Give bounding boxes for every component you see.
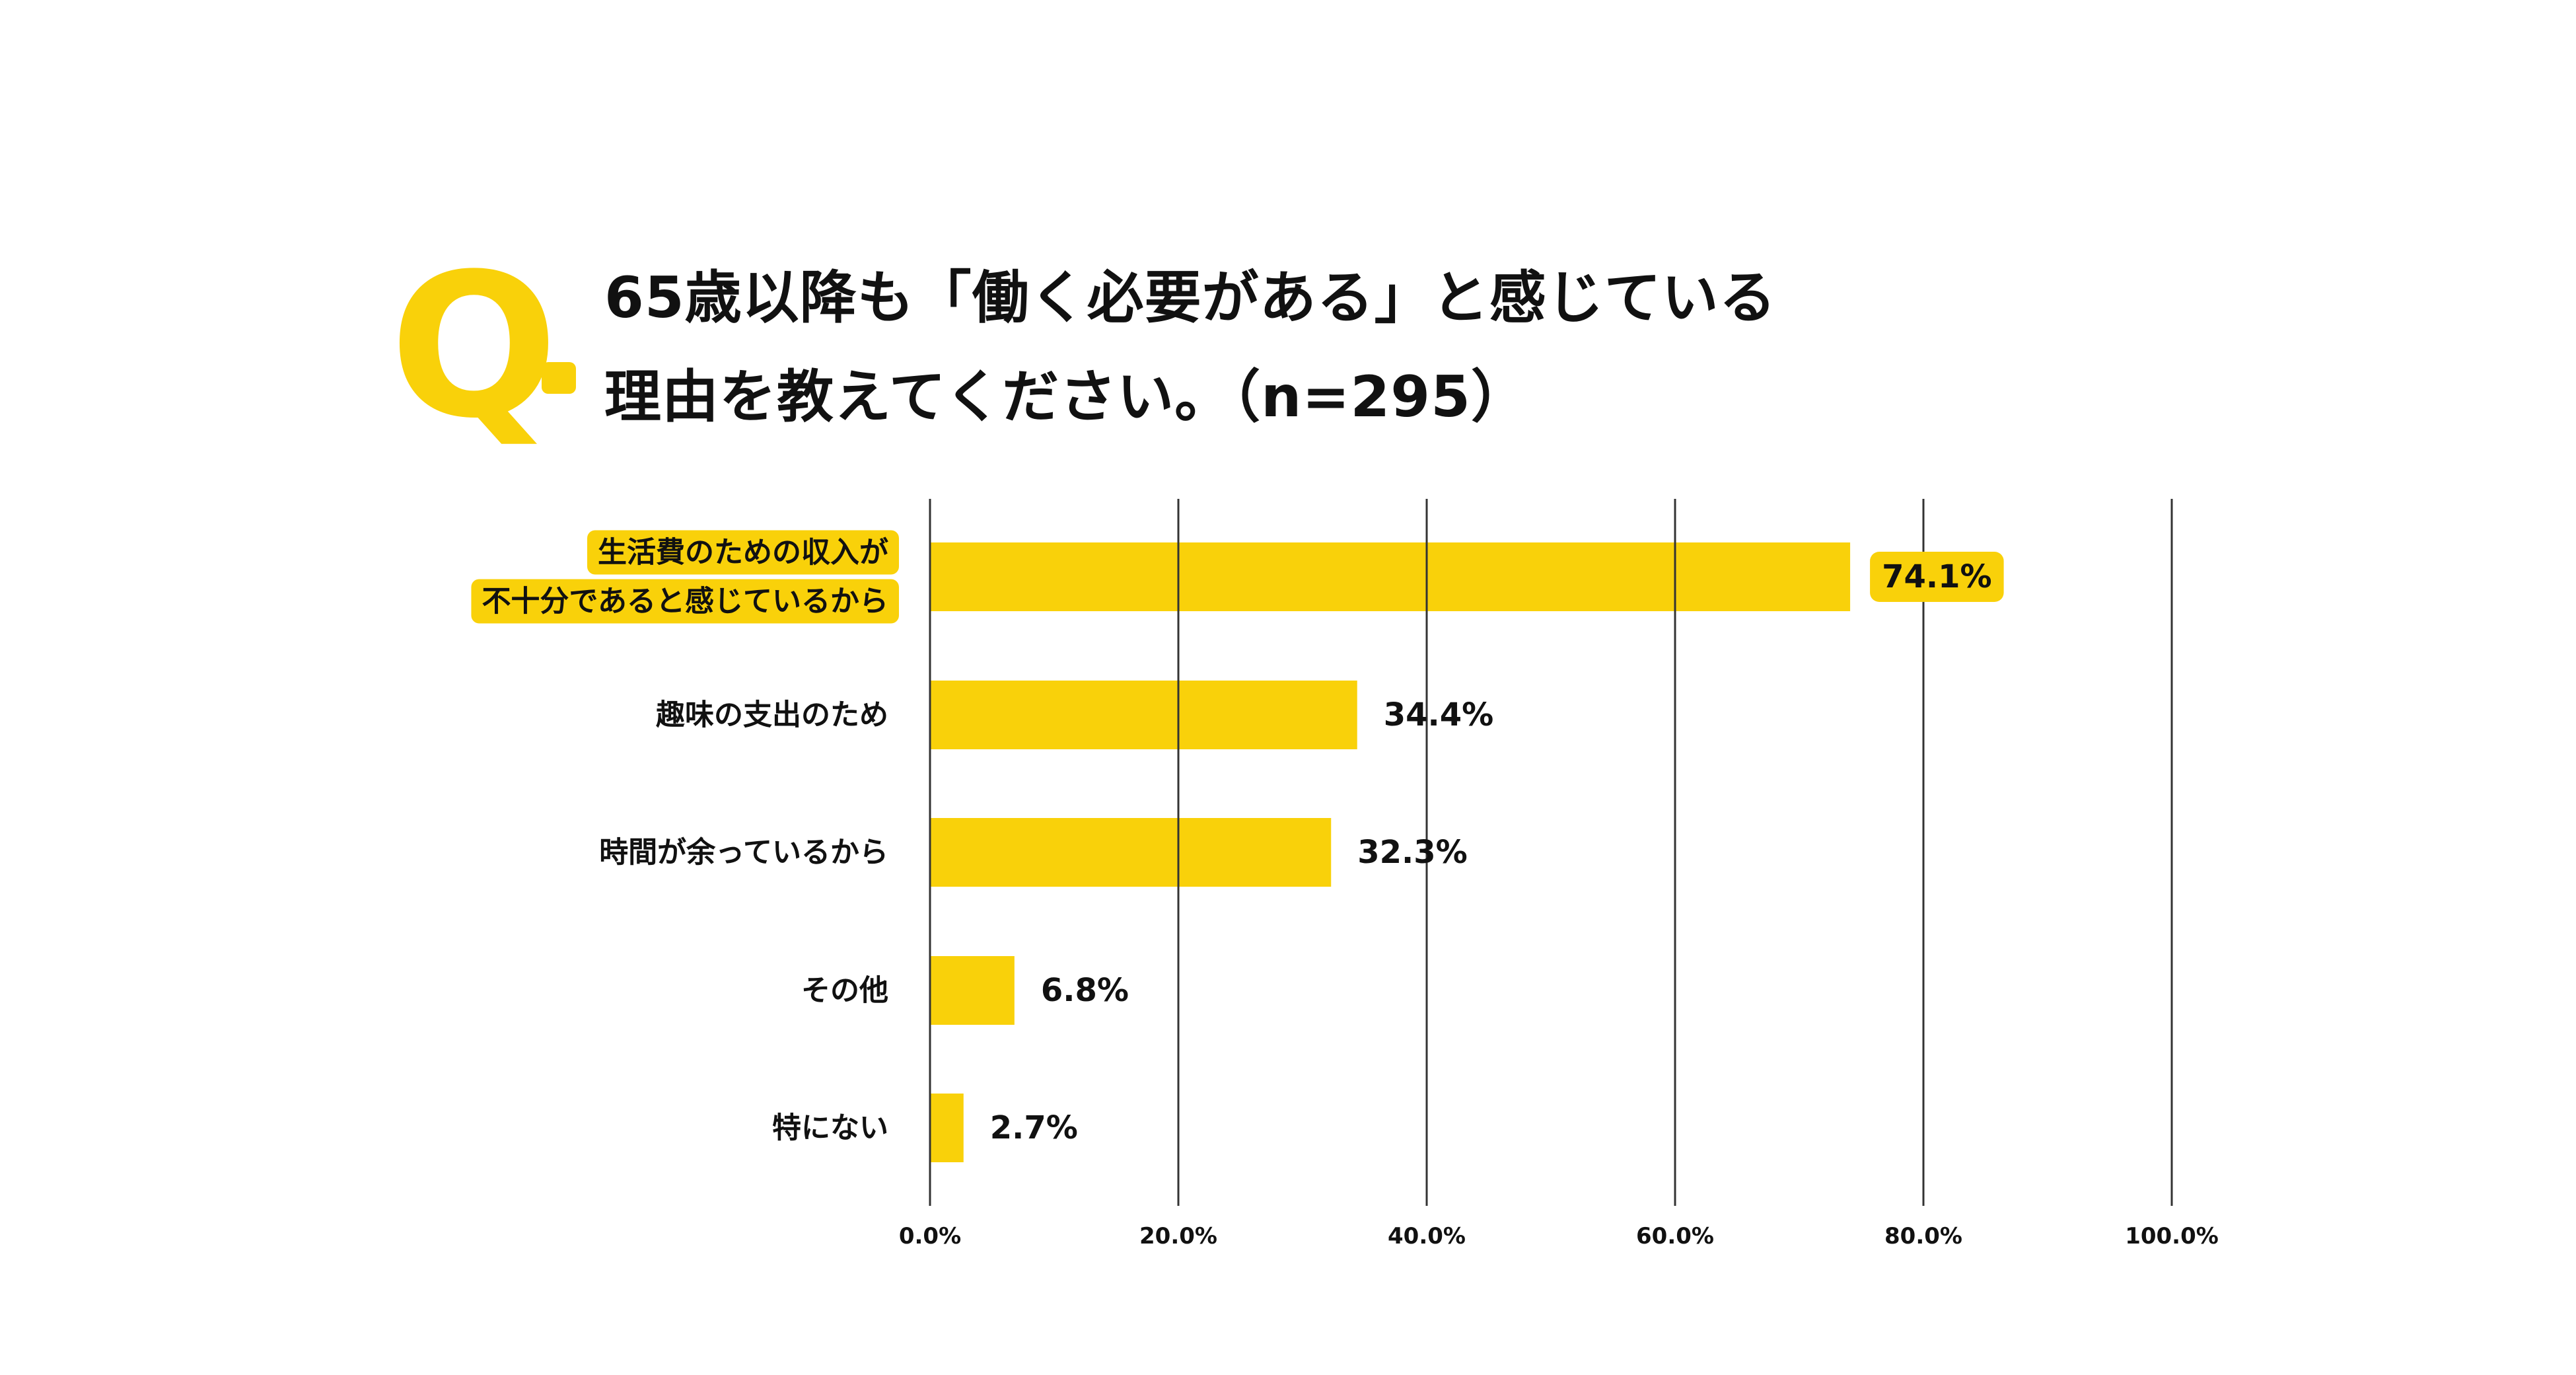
q-mark: Q <box>390 231 558 462</box>
category-label-0-line-0: 生活費のための収入が <box>598 536 888 570</box>
value-highlight-box <box>1870 552 2004 602</box>
bar-0 <box>930 542 1851 611</box>
category-highlight-box-0 <box>587 530 899 575</box>
x-tick-label-4: 80.0% <box>1884 1223 1962 1249</box>
x-tick-label-1: 20.0% <box>1139 1223 1217 1249</box>
x-tick-label-5: 100.0% <box>2125 1223 2219 1249</box>
category-label-2-line-0: 時間が余っているから <box>599 836 888 870</box>
x-tick-label-3: 60.0% <box>1636 1223 1714 1249</box>
value-label-4: 2.7% <box>990 1109 1078 1146</box>
question-title-line-2: 理由を教えてください。（n=295） <box>604 364 1528 430</box>
category-highlight-box-1 <box>471 579 899 624</box>
value-label-1: 34.4% <box>1384 696 1494 733</box>
category-label-3-line-0: その他 <box>801 974 888 1008</box>
x-tick-label-2: 40.0% <box>1388 1223 1466 1249</box>
value-label-0: 74.1% <box>1882 558 1992 595</box>
category-label-1-line-0: 趣味の支出のため <box>656 698 888 732</box>
x-tick-label-0: 0.0% <box>899 1223 961 1249</box>
category-label-4-line-0: 特にない <box>772 1111 888 1145</box>
bar-1 <box>930 681 1357 749</box>
bar-2 <box>930 818 1332 887</box>
value-label-3: 6.8% <box>1041 972 1129 1009</box>
q-mark-dot <box>542 362 576 394</box>
question-title-line-1: 65歳以降も「働く必要がある」と感じている <box>604 265 1777 331</box>
category-label-0-line-1: 不十分であると感じているから <box>482 585 888 618</box>
bar-4 <box>930 1094 964 1162</box>
bar-3 <box>930 956 1015 1025</box>
value-label-2: 32.3% <box>1357 834 1468 871</box>
